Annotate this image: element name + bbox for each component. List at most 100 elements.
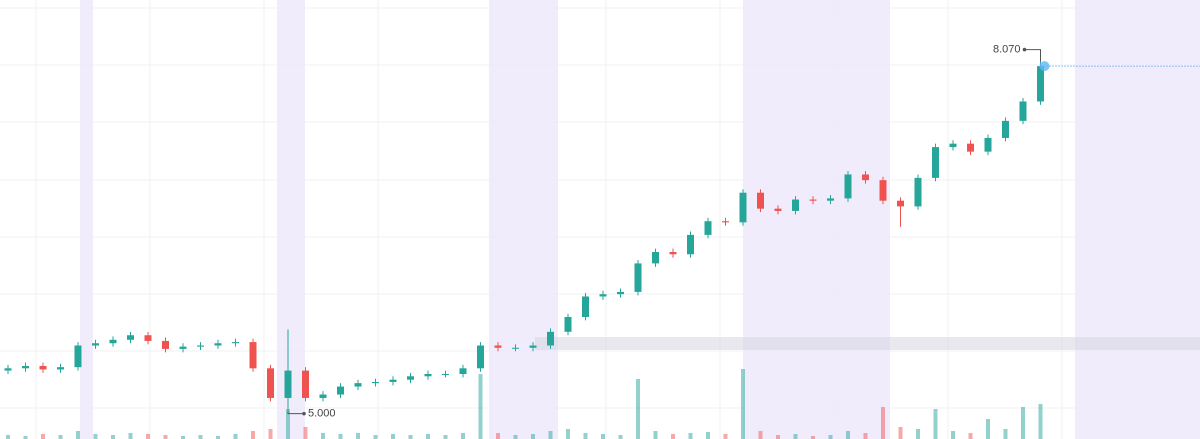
annotation-label: 5.000 [308, 408, 336, 420]
candle-body [109, 339, 117, 344]
candle-body [547, 331, 554, 346]
candle-body [22, 366, 29, 369]
candle-body [652, 251, 659, 264]
volume-bars [6, 369, 1043, 439]
volume-bar [741, 369, 745, 439]
candle-body [1002, 120, 1009, 138]
candle-body [459, 368, 467, 375]
volume-bar [41, 434, 45, 439]
volume-bar [986, 419, 990, 439]
volume-bar [933, 409, 938, 439]
candle-body [687, 234, 694, 255]
volume-bar [1038, 404, 1043, 439]
candle-body [57, 367, 64, 370]
volume-bar [286, 409, 290, 439]
candle-body [739, 192, 747, 223]
candle-body [1037, 66, 1044, 102]
candle-body [337, 386, 344, 395]
volume-bar [723, 434, 728, 439]
volume-bar [636, 379, 640, 439]
candle-body [879, 180, 887, 201]
candle-body [862, 174, 869, 181]
volume-bar [6, 435, 10, 439]
candle-body [179, 346, 187, 349]
candle-body [827, 198, 834, 201]
volume-bar [513, 435, 518, 439]
candle-body [529, 345, 537, 348]
candle-body [774, 208, 782, 211]
annotation-dot [302, 411, 306, 416]
volume-bar [583, 433, 588, 439]
candle-body [1019, 101, 1027, 121]
volume-bar [968, 433, 973, 439]
candle-body [372, 381, 379, 384]
candle-body [564, 316, 572, 332]
candle-body [722, 221, 729, 223]
candle-body [967, 143, 974, 152]
candle-body [232, 342, 239, 344]
candle-body [669, 251, 677, 255]
candle-body [319, 394, 327, 398]
volume-bar [881, 407, 885, 439]
volume-bar [111, 435, 115, 439]
annotation-dot [1022, 47, 1027, 52]
volume-bar [338, 434, 343, 439]
volume-bar [461, 433, 465, 439]
candle-body [214, 343, 222, 346]
volume-bar [618, 435, 623, 439]
volume-bar [93, 434, 98, 439]
volume-bar [793, 434, 798, 439]
candle-body [302, 370, 309, 398]
volume-bar [916, 429, 920, 439]
candle-body [197, 345, 204, 347]
volume-bar [706, 432, 710, 439]
session-bands [80, 0, 1200, 439]
volume-bar [128, 433, 133, 439]
candle-body [932, 147, 939, 178]
candle-body [914, 177, 922, 207]
volume-bar [251, 431, 255, 439]
volume-bar [198, 435, 203, 439]
candle-body [389, 379, 397, 382]
volume-bar [548, 431, 553, 439]
volume-bar [688, 433, 693, 439]
annotation-leader [287, 411, 304, 415]
volume-bar [303, 427, 308, 439]
volume-bar [146, 434, 150, 439]
candle-body [92, 343, 99, 346]
candle-body [599, 294, 607, 297]
candle-body [477, 345, 484, 369]
volume-bar [23, 436, 28, 439]
volume-bar [776, 435, 780, 439]
candle-body [442, 374, 449, 376]
candle-body [284, 370, 292, 398]
annotation-label: 8.070 [993, 43, 1021, 55]
last-price-dot [1039, 61, 1050, 72]
candle-body [582, 296, 589, 317]
volume-bar [898, 427, 903, 439]
volume-bar [76, 431, 80, 439]
volume-bar [653, 431, 658, 439]
candle-body [512, 347, 519, 349]
candle-body [267, 368, 274, 398]
volume-bar [58, 435, 63, 439]
volume-bar [443, 435, 448, 439]
candle-body [704, 221, 712, 235]
volume-bar [846, 431, 850, 439]
volume-bar [408, 435, 413, 439]
volume-bar [601, 434, 605, 439]
volume-bar [373, 435, 378, 439]
candle-body [897, 200, 904, 207]
volume-bar [233, 434, 238, 439]
volume-bar [951, 431, 955, 439]
candle-body [4, 368, 12, 371]
candle-body [249, 342, 257, 369]
volume-bar [863, 433, 868, 439]
volume-bar [181, 436, 185, 439]
candles [4, 61, 1044, 412]
volume-bar [356, 433, 360, 439]
volume-bar [758, 431, 763, 439]
annotations: 8.070 5.000 [287, 43, 1200, 420]
